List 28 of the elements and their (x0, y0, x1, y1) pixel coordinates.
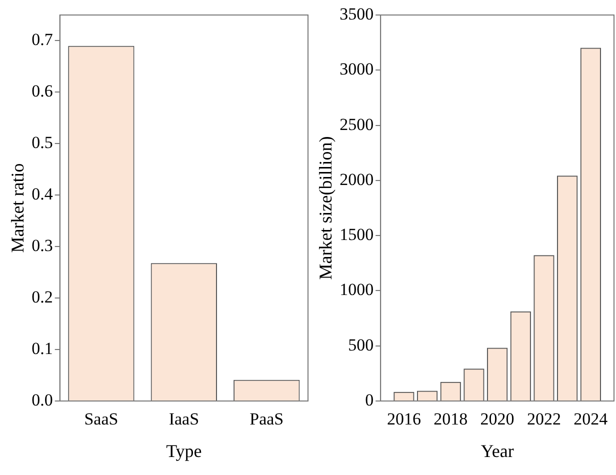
y-tick-label: 0.7 (32, 30, 54, 50)
y-tick-label: 0.0 (32, 390, 53, 410)
y-tick-label: 0.5 (32, 133, 53, 152)
y-tick-label: 0.1 (32, 339, 53, 358)
y-tick-label: 3000 (340, 60, 374, 79)
y-tick-label: 1500 (340, 225, 374, 244)
y-tick-label: 0.3 (32, 236, 53, 256)
y-tick-label: 2500 (340, 114, 374, 134)
x-tick-label: PaaS (250, 410, 284, 429)
x-tick-label: 2020 (480, 410, 514, 429)
y-axis-title: Market size(billion) (316, 136, 336, 280)
x-tick-label: IaaS (168, 410, 200, 429)
y-axis-title: Market ratio (8, 163, 28, 253)
x-axis-title: Year (480, 440, 514, 461)
x-tick-label: SaaS (84, 410, 118, 429)
y-tick-label: 2000 (340, 170, 374, 189)
y-tick-label: 0 (365, 390, 374, 410)
x-tick-label: 2016 (386, 410, 421, 429)
y-tick-label: 500 (348, 335, 374, 354)
x-tick-label: 2024 (574, 410, 608, 429)
y-tick-label: 0.2 (32, 288, 53, 307)
x-tick-label: 2018 (434, 410, 468, 429)
y-tick-label: 1000 (340, 280, 374, 300)
x-tick-label: 2022 (526, 410, 561, 429)
x-axis-title: Type (166, 440, 202, 461)
y-tick-label: 0.6 (32, 82, 53, 101)
y-tick-label: 3500 (340, 4, 374, 24)
y-tick-label: 0.4 (32, 184, 54, 204)
